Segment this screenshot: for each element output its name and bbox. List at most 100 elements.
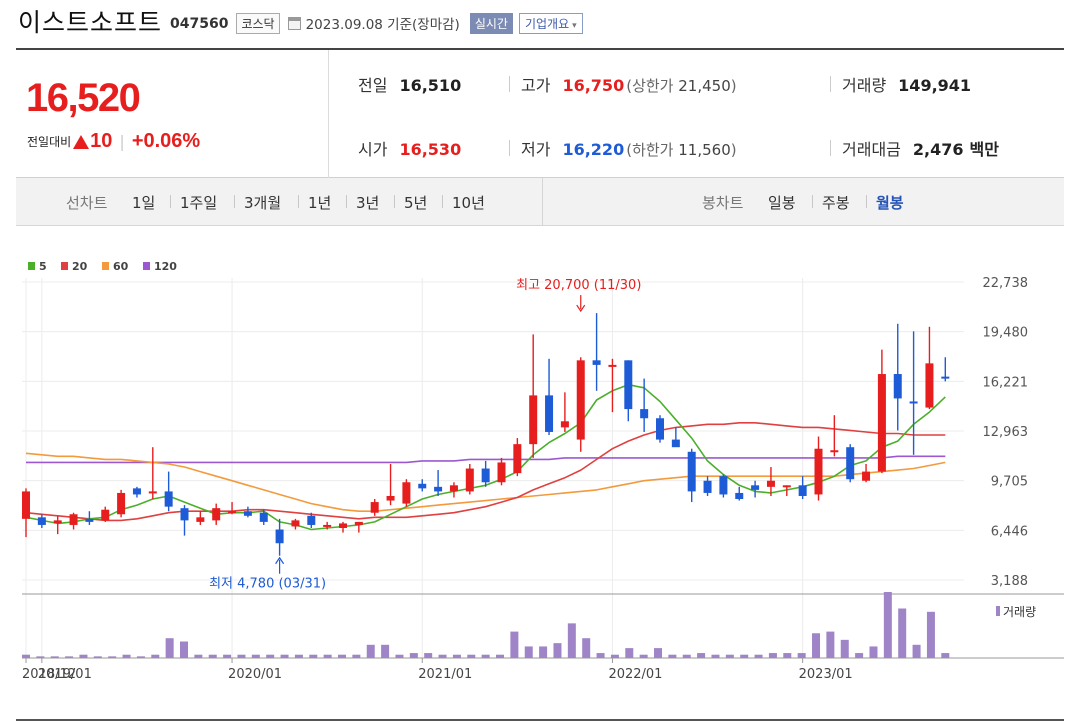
upper-limit: (상한가 21,450) — [626, 77, 737, 95]
volume-bar — [122, 654, 131, 658]
candle-body — [735, 492, 744, 500]
lower-limit: (하한가 11,560) — [626, 141, 737, 159]
candle-body — [402, 482, 411, 504]
candle-body — [434, 486, 443, 492]
ma60-line — [25, 452, 946, 513]
tab-10y[interactable]: 10년 — [452, 194, 485, 212]
stat-label: 거래량 — [842, 76, 887, 95]
legend-label: 5 — [39, 260, 47, 273]
volume-bar — [65, 656, 74, 658]
as-of-date: 2023.09.08 기준(장마감) — [305, 17, 460, 33]
tab-divider — [170, 195, 171, 208]
candle-body — [164, 491, 173, 507]
current-price-box: 16,520 전일대비 10 | +0.06% — [16, 50, 329, 178]
candle-body — [307, 515, 316, 525]
candle-body — [101, 509, 110, 521]
change-value: 10 — [90, 130, 113, 152]
candle-body — [814, 448, 823, 495]
candle-body — [148, 491, 157, 494]
x-tick-label: 2018/12 — [22, 667, 76, 682]
tab-5y[interactable]: 5년 — [404, 194, 428, 212]
candle-body — [830, 450, 839, 453]
candle-body — [671, 439, 680, 448]
candle-body — [703, 480, 712, 493]
volume-bar — [424, 653, 433, 658]
stat-unit: 백만 — [969, 140, 999, 159]
volume-bar — [22, 654, 30, 658]
volume-bar — [682, 654, 691, 658]
candle-body — [354, 521, 363, 525]
stat-amount: 거래대금 2,476 백만 — [842, 136, 999, 160]
tab-1d[interactable]: 1일 — [132, 194, 156, 212]
tab-daily[interactable]: 일봉 — [768, 194, 796, 212]
candle-body — [941, 376, 950, 379]
max-price-annotation: 최고 20,700 (11/30) — [516, 278, 641, 293]
tab-1y[interactable]: 1년 — [308, 194, 332, 212]
lower-limit-value: 11,560 — [678, 141, 731, 159]
market-badge: 코스닥 — [236, 12, 280, 34]
volume-bar — [180, 641, 189, 658]
volume-bar — [36, 656, 45, 658]
candle-body — [719, 476, 728, 495]
realtime-button[interactable]: 실시간 — [469, 12, 513, 34]
candle-body — [560, 421, 569, 428]
volume-bar — [883, 592, 892, 658]
company-overview-dropdown[interactable]: 기업개요 ▾ — [518, 12, 583, 34]
candle-body — [418, 483, 427, 489]
tab-weekly[interactable]: 주봉 — [822, 194, 850, 212]
upper-limit-label: 상한가 — [632, 77, 674, 95]
volume-bar — [754, 654, 763, 658]
tab-divider — [234, 195, 235, 208]
tab-3m[interactable]: 3개월 — [244, 194, 282, 212]
stat-divider — [830, 140, 831, 156]
volume-bar — [395, 654, 404, 658]
y-tick-label: 3,188 — [991, 574, 1028, 589]
stat-value: 149,941 — [898, 76, 972, 95]
volume-bar — [582, 638, 591, 658]
candle-body — [624, 360, 633, 410]
volume-bar — [740, 654, 749, 658]
y-tick-label: 9,705 — [991, 475, 1028, 490]
tab-1w[interactable]: 1주일 — [180, 194, 218, 212]
lower-limit-label: 하한가 — [632, 141, 674, 159]
volume-legend-swatch — [996, 606, 1000, 616]
y-tick-label: 19,480 — [983, 326, 1029, 341]
tab-monthly[interactable]: 월봉 — [876, 194, 904, 212]
volume-bar — [926, 611, 935, 658]
volume-bar — [912, 644, 921, 658]
chevron-down-icon: ▾ — [572, 20, 577, 31]
volume-bar — [151, 654, 160, 658]
calendar-icon — [287, 16, 301, 30]
candle-body — [196, 517, 205, 522]
change-label: 전일대비 — [27, 135, 72, 149]
line-chart-title: 선차트 — [66, 194, 108, 212]
volume-bar — [266, 654, 275, 658]
bottom-border — [16, 719, 1064, 721]
period-tab-bar: 선차트 1일 1주일 3개월 1년 3년 5년 10년 봉차트 일봉 주봉 월봉 — [16, 178, 1064, 226]
stock-code: 047560 — [170, 16, 229, 32]
candle-body — [545, 395, 554, 432]
volume-bar — [481, 654, 490, 658]
tab-3y[interactable]: 3년 — [356, 194, 380, 212]
stat-divider — [509, 76, 510, 92]
candle-body — [656, 418, 664, 440]
tab-divider — [866, 195, 867, 208]
volume-bar — [79, 654, 88, 658]
stat-value: 16,220 — [562, 140, 625, 159]
current-price: 16,520 — [26, 76, 141, 120]
volume-bar — [553, 643, 562, 658]
candle-body — [22, 491, 30, 519]
candle-body — [449, 485, 458, 492]
stat-divider — [830, 76, 831, 92]
volume-bar — [840, 639, 849, 658]
volume-bar — [352, 654, 361, 658]
volume-bar — [596, 653, 605, 658]
legend-label: 60 — [113, 260, 129, 273]
stat-label: 전일 — [358, 76, 388, 95]
volume-bar — [654, 648, 663, 658]
tab-divider — [394, 195, 395, 208]
change-percent: +0.06% — [131, 130, 201, 152]
volume-bar — [610, 654, 619, 658]
upper-limit-value: 21,450 — [678, 77, 731, 95]
candle-body — [798, 485, 807, 496]
